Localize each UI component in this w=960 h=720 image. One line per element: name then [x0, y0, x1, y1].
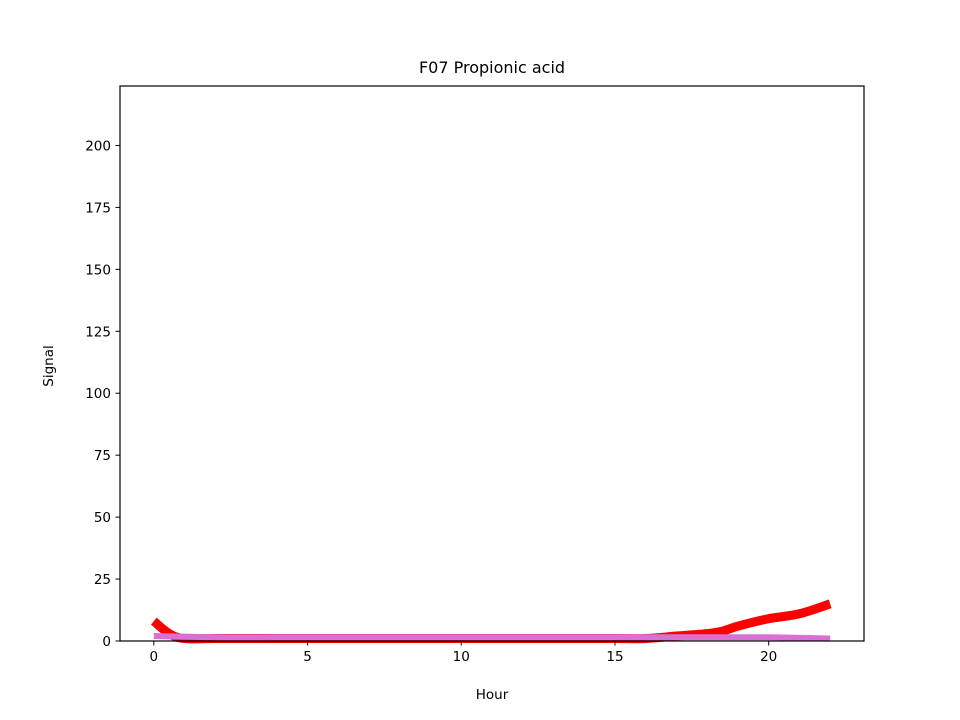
y-tick-label: 75: [94, 448, 111, 464]
y-tick-label: 0: [102, 634, 111, 650]
x-axis-label: Hour: [476, 687, 509, 703]
x-axis-ticks: 0 5 10 15 20: [150, 641, 777, 665]
x-tick-label: 10: [453, 649, 470, 665]
x-tick-label: 0: [150, 649, 159, 665]
series-line-1: [150, 599, 832, 644]
series-layer: [150, 599, 832, 644]
x-tick-label: 20: [760, 649, 777, 665]
y-tick-label: 150: [85, 262, 111, 278]
plot-frame: [119, 85, 865, 642]
y-tick-label: 50: [94, 510, 111, 526]
y-tick-label: 200: [85, 138, 111, 154]
series-line-2: [153, 633, 831, 642]
y-tick-label: 125: [85, 324, 111, 340]
x-tick-label: 5: [303, 649, 312, 665]
y-tick-label: 25: [94, 572, 111, 588]
y-tick-label: 175: [85, 200, 111, 216]
x-tick-label: 15: [606, 649, 623, 665]
y-axis-label: Signal: [41, 345, 57, 386]
y-axis-ticks: 0 25 50 75 100 125 150 175 200: [85, 138, 120, 650]
chart-title: F07 Propionic acid: [419, 58, 565, 77]
y-tick-label: 100: [85, 386, 111, 402]
